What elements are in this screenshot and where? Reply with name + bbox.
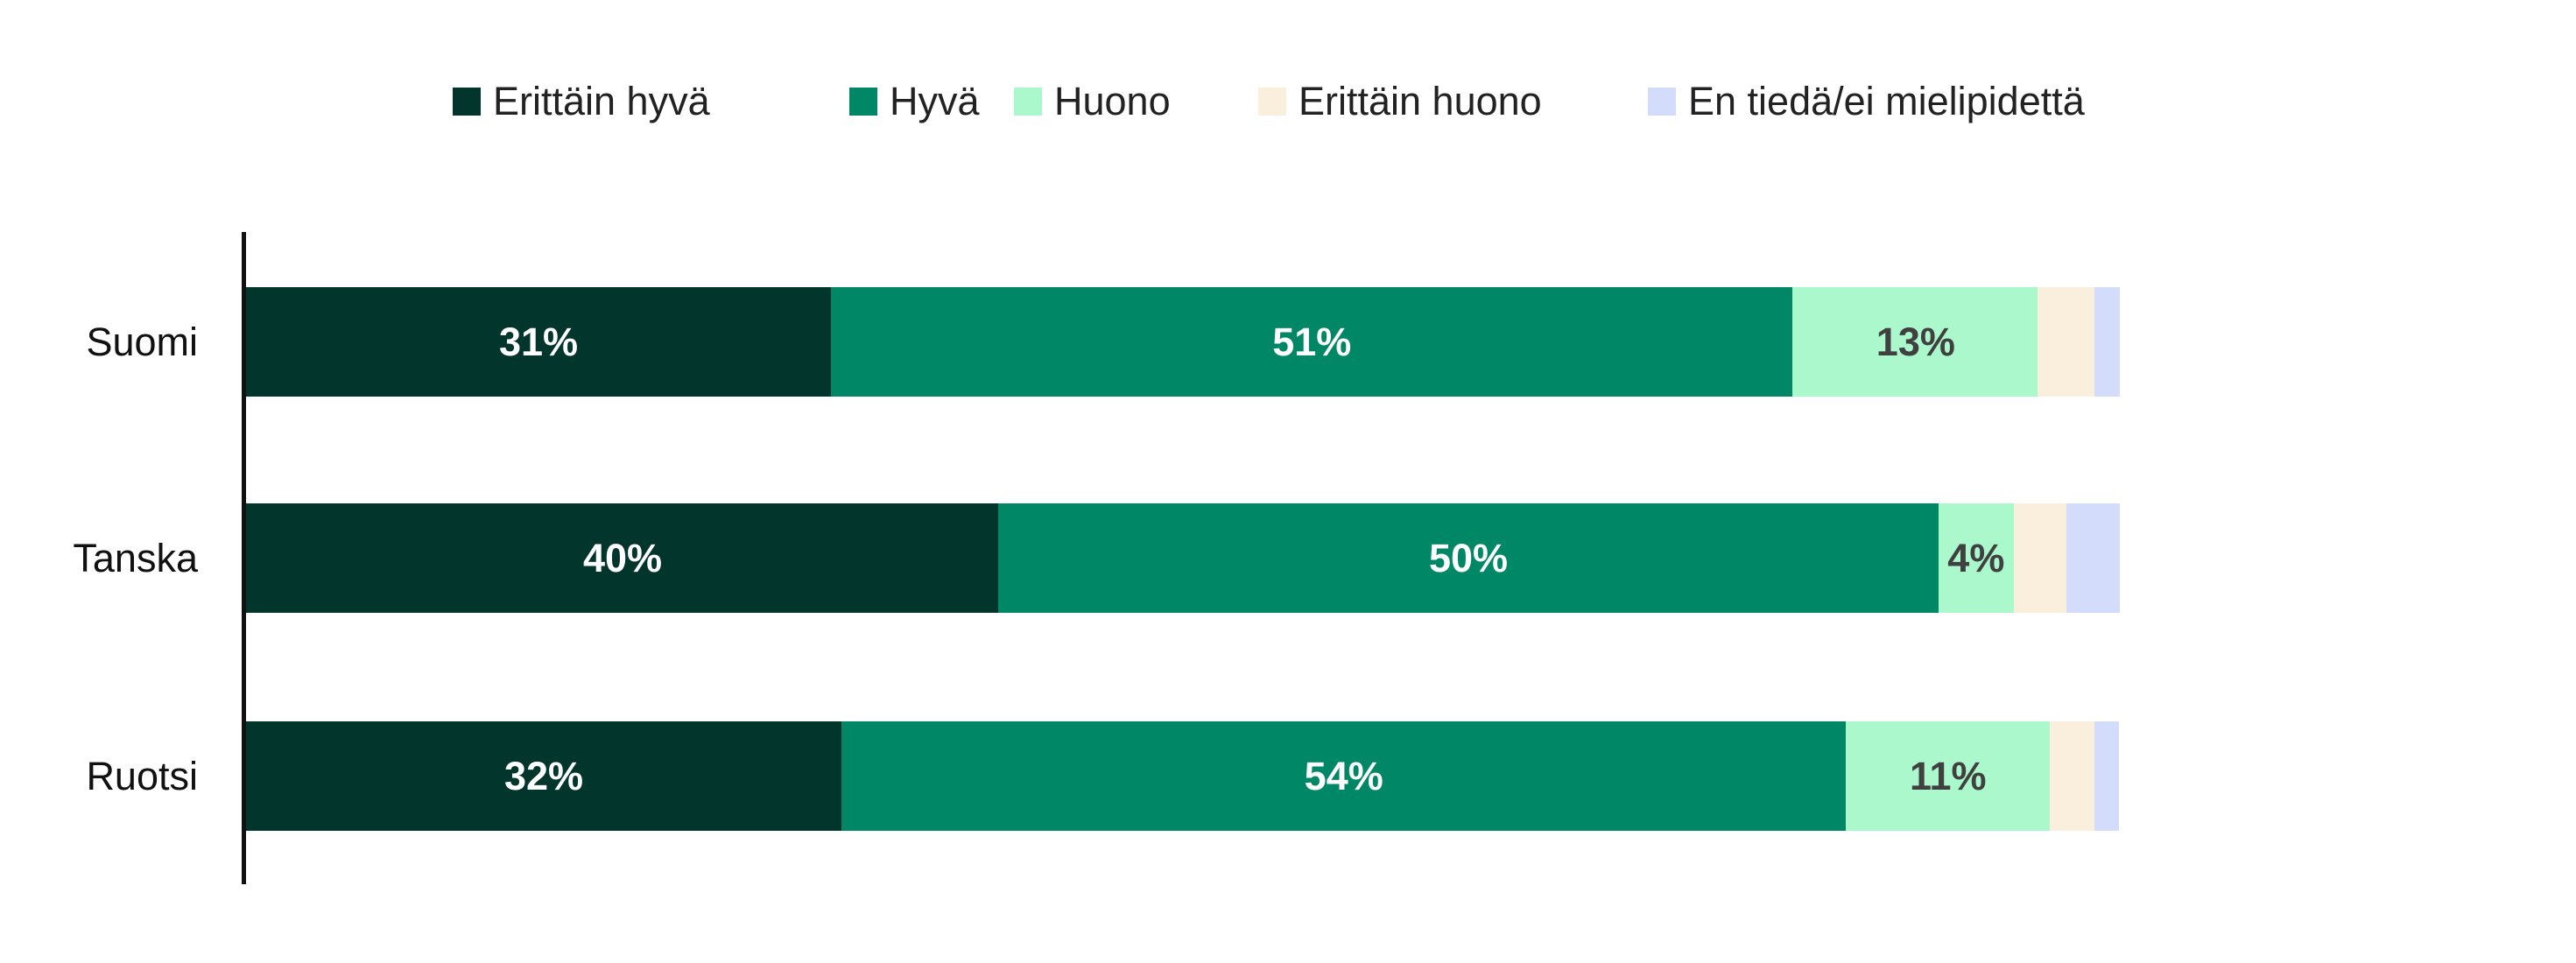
bar-segment	[2050, 721, 2095, 831]
category-label: Ruotsi	[86, 753, 198, 798]
data-label: 4%	[1947, 535, 2005, 580]
y-axis-line	[242, 232, 246, 884]
legend-item: En tiedä/ei mielipidettä	[1648, 79, 2085, 124]
bar-segment: 54%	[841, 721, 1847, 831]
legend-label: En tiedä/ei mielipidettä	[1688, 79, 2085, 123]
bar-segment	[2038, 287, 2095, 397]
legend-label: Erittäin hyvä	[493, 79, 710, 123]
bar-segment: 51%	[830, 287, 1793, 397]
data-label: 13%	[1876, 319, 1955, 364]
data-label: 32%	[503, 753, 584, 798]
legend-label: Hyvä	[890, 79, 980, 123]
legend-swatch	[1648, 88, 1676, 116]
bar-segment: 13%	[1792, 287, 2039, 397]
category-label: Tanska	[73, 535, 198, 580]
bar-segment: 4%	[1938, 503, 2014, 613]
data-label: 50%	[1428, 535, 1509, 580]
legend-swatch	[1014, 88, 1042, 116]
data-label: 31%	[498, 319, 579, 364]
bar-segment	[2094, 721, 2120, 831]
category-label: Suomi	[86, 319, 198, 364]
legend-swatch	[453, 88, 481, 116]
legend-swatch	[849, 88, 877, 116]
legend-item: Huono	[1014, 79, 1171, 124]
legend-item: Erittäin huono	[1258, 79, 1542, 124]
legend-swatch	[1258, 88, 1286, 116]
bar-segment: 32%	[246, 721, 841, 831]
legend-item: Hyvä	[849, 79, 980, 124]
legend-label: Erittäin huono	[1299, 79, 1542, 123]
bar-segment: 31%	[246, 287, 831, 397]
bar-segment: 40%	[246, 503, 999, 613]
data-label: 54%	[1304, 753, 1383, 798]
bar-segment	[2013, 503, 2067, 613]
data-label: 11%	[1909, 753, 1987, 798]
data-label: 51%	[1272, 319, 1352, 364]
bar-segment	[2066, 503, 2120, 613]
legend-item: Erittäin hyvä	[453, 79, 710, 124]
bar-segment	[2094, 287, 2120, 397]
bar-segment: 50%	[998, 503, 1939, 613]
legend-label: Huono	[1054, 79, 1171, 123]
bar-segment: 11%	[1845, 721, 2051, 831]
data-label: 40%	[582, 535, 663, 580]
